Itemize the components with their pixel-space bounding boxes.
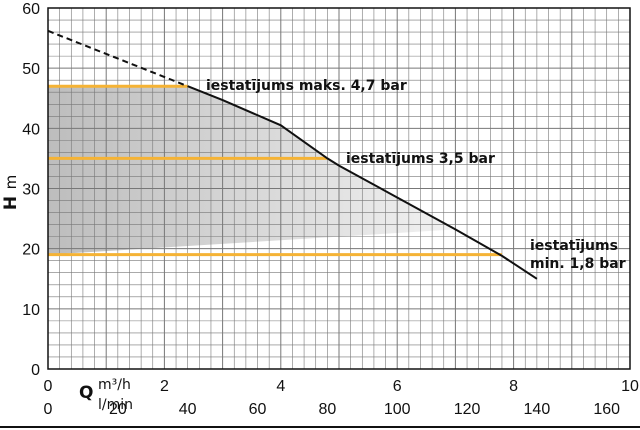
x-tick-labels-m3h: 0 2 4 6 8 10 [44,378,639,395]
pump-curve-dashed [47,29,189,88]
annotation-max: iestatījums maks. 4,7 bar [206,78,407,94]
plot-frame [47,7,631,370]
x-tick-label-m3h: 10 [621,378,639,395]
annotation-mid: iestatījums 3,5 bar [346,151,495,167]
y-tick-labels: 0 10 20 30 40 50 60 [22,1,40,379]
y-axis-label: H [1,196,21,210]
x-tick-labels-lmin: 0 20 40 60 80 100 120 140 160 [44,401,621,418]
x-tick-label-lmin: 100 [384,401,411,418]
x-tick-label-lmin: 20 [109,401,127,418]
x-tick-label-lmin: 80 [318,401,336,418]
y-tick-label: 0 [31,362,40,379]
y-tick-label: 50 [22,61,40,78]
x-tick-label-lmin: 120 [454,401,481,418]
x-tick-label-m3h: 2 [160,378,169,395]
x-tick-label-lmin: 0 [44,401,53,418]
pump-curve [187,85,538,280]
x-tick-label-lmin: 60 [249,401,267,418]
x-axis-unit-lmin: l/min [98,397,133,413]
x-tick-label-lmin: 140 [524,401,551,418]
annotation-min-line1: iestatījums [530,238,618,254]
x-axis-unit-m3h: m³/h [98,377,131,393]
annotation-min-line2: min. 1,8 bar [530,256,626,272]
y-tick-label: 60 [22,1,40,18]
x-tick-label-lmin: 40 [179,401,197,418]
y-axis-unit: m [2,175,20,190]
y-tick-label: 10 [22,302,40,319]
x-tick-label-m3h: 4 [276,378,285,395]
y-tick-label: 20 [22,242,40,259]
x-tick-label-m3h: 8 [509,378,518,395]
x-axis-label: Q [79,383,93,403]
y-tick-label: 40 [22,121,40,138]
x-tick-label-m3h: 0 [44,378,53,395]
y-tick-label: 30 [22,182,40,199]
x-tick-label-m3h: 6 [393,378,402,395]
x-tick-label-lmin: 160 [593,401,620,418]
